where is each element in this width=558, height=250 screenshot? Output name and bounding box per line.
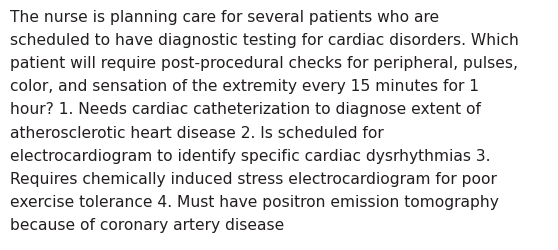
Text: electrocardiogram to identify specific cardiac dysrhythmias 3.: electrocardiogram to identify specific c… [10,148,490,163]
Text: because of coronary artery disease: because of coronary artery disease [10,217,284,232]
Text: color, and sensation of the extremity every 15 minutes for 1: color, and sensation of the extremity ev… [10,79,479,94]
Text: Requires chemically induced stress electrocardiogram for poor: Requires chemically induced stress elect… [10,171,497,186]
Text: exercise tolerance 4. Must have positron emission tomography: exercise tolerance 4. Must have positron… [10,194,499,209]
Text: hour? 1. Needs cardiac catheterization to diagnose extent of: hour? 1. Needs cardiac catheterization t… [10,102,481,117]
Text: atherosclerotic heart disease 2. Is scheduled for: atherosclerotic heart disease 2. Is sche… [10,125,384,140]
Text: patient will require post-procedural checks for peripheral, pulses,: patient will require post-procedural che… [10,56,518,71]
Text: scheduled to have diagnostic testing for cardiac disorders. Which: scheduled to have diagnostic testing for… [10,33,519,48]
Text: The nurse is planning care for several patients who are: The nurse is planning care for several p… [10,10,439,25]
